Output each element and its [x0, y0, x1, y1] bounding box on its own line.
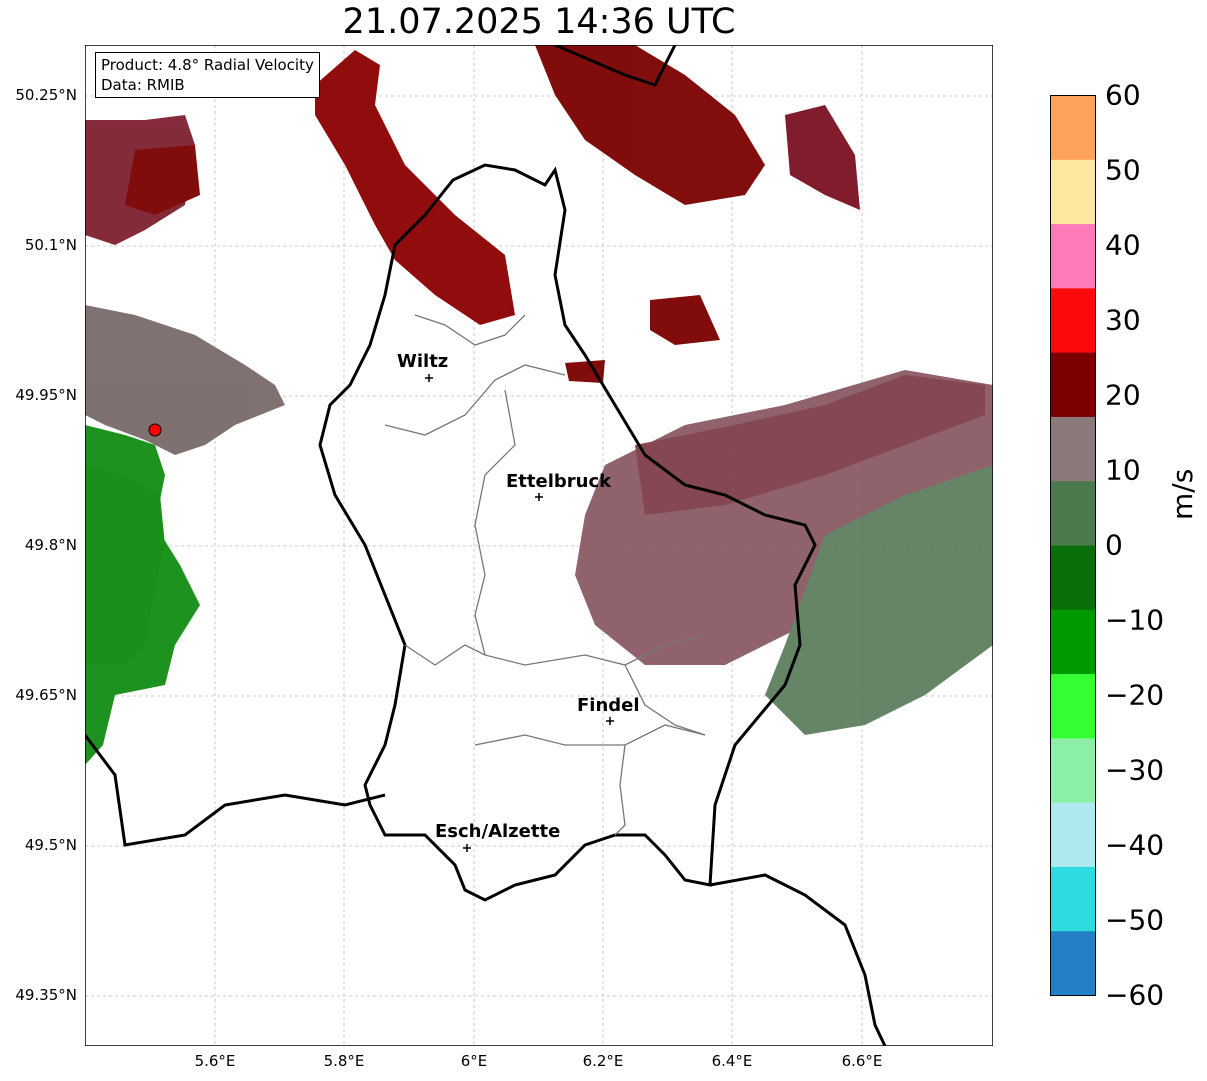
colorbar-band [1050, 609, 1096, 675]
lat-label: 49.95°N [15, 386, 77, 404]
echo-north-band [315, 50, 515, 325]
echo-west-mixed [85, 305, 285, 455]
canton-boundaries [384, 314, 706, 836]
colorbar-tick: −30 [1105, 753, 1165, 787]
lon-label: 6°E [460, 1052, 488, 1070]
colorbar-band [1050, 737, 1096, 803]
product-info-box: Product: 4.8° Radial Velocity Data: RMIB [95, 52, 320, 98]
lat-label: 50.25°N [15, 86, 77, 104]
germany-border-south [709, 873, 887, 1046]
colorbar-band [1050, 159, 1096, 225]
country-borders [85, 45, 887, 1046]
colorbar-band [1050, 95, 1096, 160]
city-labels: Wiltz Ettelbruck Findel Esch/Alzette [397, 351, 640, 842]
colorbar-unit-label: m/s [1166, 468, 1199, 520]
radar-site-marker [148, 423, 162, 437]
echo-ne-band [535, 45, 765, 205]
lat-label: 49.8°N [24, 536, 77, 554]
city-label-esch-alzette: Esch/Alzette [435, 821, 560, 842]
lat-label: 49.5°N [24, 836, 77, 854]
radar-echoes [85, 45, 993, 765]
colorbar-band [1050, 352, 1096, 417]
city-label-wiltz: Wiltz [397, 351, 448, 372]
colorbar-tick: −40 [1105, 828, 1165, 862]
lon-label: 5.8°E [323, 1052, 365, 1070]
colorbar-tick: 10 [1105, 453, 1141, 487]
city-markers [425, 374, 614, 852]
product-label: Product: 4.8° Radial Velocity [101, 56, 314, 74]
echo-border-small [565, 360, 605, 383]
colorbar-tick: −20 [1105, 678, 1165, 712]
lon-label: 5.6°E [194, 1052, 236, 1070]
colorbar-tick: −60 [1105, 978, 1165, 1012]
map-title: 21.07.2025 14:36 UTC [342, 2, 736, 42]
colorbar-tick: 60 [1105, 78, 1141, 112]
echo-mid-small [650, 295, 720, 345]
colorbar-band [1050, 223, 1096, 289]
echo-west-green-lower [85, 465, 165, 665]
colorbar-band [1050, 930, 1096, 996]
colorbar-tick: 50 [1105, 153, 1141, 187]
lon-label: 6.2°E [582, 1052, 624, 1070]
colorbar-tick: 20 [1105, 378, 1141, 412]
colorbar-tick: 40 [1105, 228, 1141, 262]
colorbar-band [1050, 673, 1096, 739]
data-source-label: Data: RMIB [101, 76, 185, 94]
echo-east-dark [635, 375, 985, 515]
lon-label: 6.6°E [841, 1052, 883, 1070]
colorbar-tick: −50 [1105, 903, 1165, 937]
velocity-colorbar [1050, 95, 1096, 996]
colorbar-band [1050, 545, 1096, 610]
lat-label: 50.1°N [24, 236, 77, 254]
radar-map: Wiltz Ettelbruck Findel Esch/Alzette [85, 45, 993, 1046]
colorbar-band [1050, 480, 1096, 546]
colorbar-band [1050, 802, 1096, 867]
colorbar-band [1050, 866, 1096, 932]
belgium-france-border [85, 734, 386, 847]
colorbar-tick: −10 [1105, 603, 1165, 637]
lat-label: 49.65°N [15, 686, 77, 704]
colorbar-tick: 30 [1105, 303, 1141, 337]
colorbar-band [1050, 416, 1096, 482]
echo-ne-small [785, 105, 860, 210]
echo-nw-2 [125, 145, 200, 215]
lon-label: 6.4°E [711, 1052, 753, 1070]
colorbar-tick: 0 [1105, 528, 1123, 562]
colorbar-band [1050, 287, 1096, 353]
city-label-ettelbruck: Ettelbruck [506, 471, 612, 492]
echo-east-green [765, 465, 993, 735]
city-label-findel: Findel [577, 695, 640, 716]
germany-border-north [554, 45, 677, 87]
luxembourg-border [318, 163, 817, 902]
lat-label: 49.35°N [15, 986, 77, 1004]
